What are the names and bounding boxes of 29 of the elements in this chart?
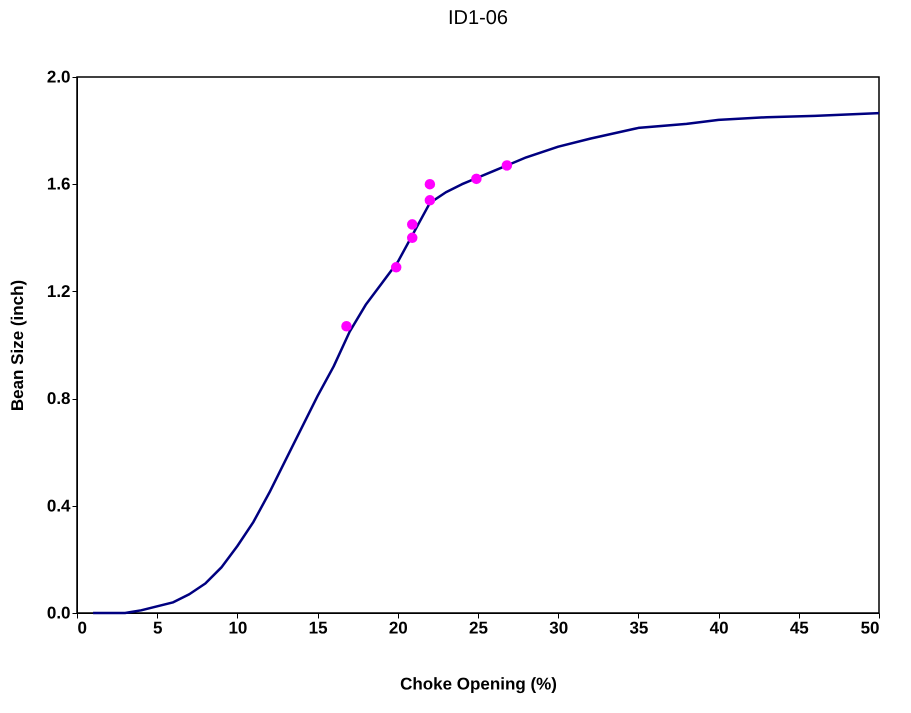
point: [424, 195, 436, 206]
point: [502, 160, 512, 171]
x-tick-label: 10: [228, 618, 248, 638]
point: [341, 321, 352, 332]
point: [471, 174, 482, 184]
x-tick-label: 50: [860, 618, 880, 638]
x-axis-title: Choke Opening (%): [400, 674, 557, 694]
y-tick-label: 1.6: [46, 174, 70, 194]
x-tick-label: 35: [629, 618, 648, 638]
x-tick-label: 0: [78, 618, 87, 638]
point: [390, 262, 402, 273]
y-tick-label: 1.2: [46, 282, 70, 301]
y-tick-label: 0.4: [46, 496, 72, 516]
point: [406, 232, 418, 244]
x-tick-label: 5: [152, 618, 162, 638]
x-tick-label: 45: [790, 618, 809, 638]
y-tick-label: 0.0: [46, 604, 70, 622]
y-tick-label: 0.8: [46, 389, 70, 408]
x-tick-label: 20: [388, 618, 408, 638]
x-tick-label: 25: [469, 618, 488, 638]
line-series: [92, 112, 880, 614]
x-tick-label: 15: [308, 618, 328, 638]
y-tick-label: 2.0: [46, 68, 70, 86]
chart-title: ID1-06: [448, 7, 508, 29]
y-axis-title: Bean Size (inch): [8, 280, 27, 412]
x-tick-label: 40: [710, 618, 729, 638]
point: [406, 219, 418, 230]
x-tick-label: 30: [549, 618, 568, 638]
point: [424, 178, 436, 190]
